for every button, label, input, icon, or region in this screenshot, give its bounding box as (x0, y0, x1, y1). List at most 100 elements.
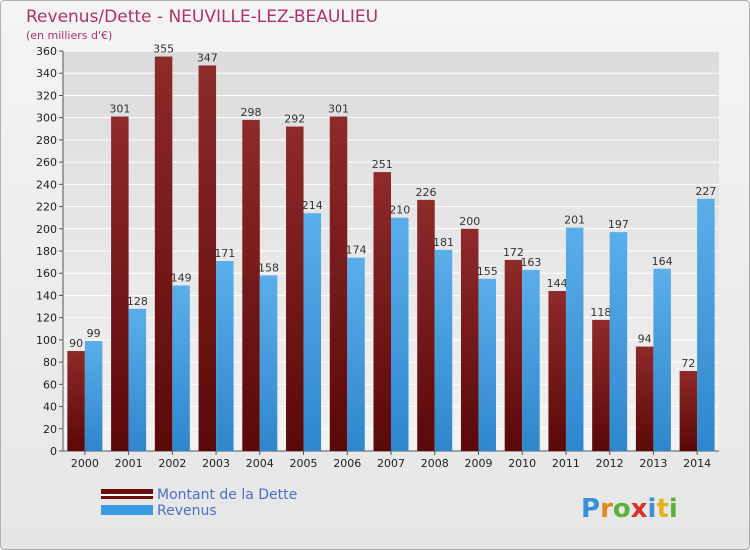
debt-bar (635, 346, 654, 451)
x-tick-label: 2009 (464, 457, 492, 470)
data-label: 226 (415, 186, 436, 199)
revenue-bar (653, 268, 671, 451)
revenue-bar (391, 217, 409, 451)
debt-bar (154, 56, 173, 452)
debt-bar (67, 351, 85, 451)
data-label: 355 (153, 43, 174, 56)
y-tick-label: 280 (36, 134, 57, 147)
y-tick-label: 20 (43, 423, 57, 436)
data-label: 149 (171, 271, 192, 284)
y-tick-label: 200 (36, 223, 57, 236)
revenue-bar (478, 278, 496, 451)
data-label: 163 (520, 256, 541, 269)
data-label: 227 (695, 185, 716, 198)
data-label: 172 (503, 246, 524, 259)
y-tick-label: 80 (43, 356, 57, 369)
x-tick-label: 2004 (246, 457, 274, 470)
data-label: 171 (214, 247, 235, 260)
y-tick-label: 100 (36, 334, 57, 347)
data-label: 181 (433, 236, 454, 249)
chart-title: Revenus/Dette - NEUVILLE-LEZ-BEAULIEU (26, 7, 378, 27)
data-label: 197 (608, 218, 629, 231)
y-tick-label: 60 (43, 378, 57, 391)
logo-letter: r (600, 494, 613, 524)
x-tick-label: 2011 (552, 457, 580, 470)
data-label: 158 (258, 261, 279, 274)
y-tick-label: 360 (36, 45, 57, 58)
debt-bar (679, 371, 698, 451)
data-label: 301 (109, 103, 130, 116)
debt-bar (242, 119, 260, 451)
revenue-bar (172, 285, 190, 451)
x-tick-label: 2012 (596, 457, 624, 470)
x-tick-label: 2014 (683, 457, 711, 470)
revenue-bar (697, 198, 715, 451)
debt-bar (417, 199, 435, 451)
y-tick-label: 220 (36, 201, 57, 214)
logo-letter: o (613, 494, 631, 524)
x-tick-label: 2007 (377, 457, 405, 470)
data-label: 251 (372, 158, 393, 171)
revenue-bar (84, 341, 103, 451)
x-tick-label: 2008 (421, 457, 449, 470)
data-label: 214 (302, 199, 323, 212)
revenue-bar (216, 261, 234, 451)
x-tick-label: 2006 (333, 457, 361, 470)
debt-bar (198, 65, 217, 451)
data-label: 94 (638, 333, 652, 346)
debt-bar (373, 172, 391, 451)
debt-bar (460, 228, 479, 451)
data-label: 292 (284, 113, 305, 126)
debt-bar (592, 319, 610, 451)
x-tick-label: 2000 (71, 457, 99, 470)
chart-subtitle: (en milliers d'€) (26, 29, 112, 42)
data-label: 301 (328, 103, 349, 116)
revenue-bar (347, 257, 365, 451)
y-tick-label: 240 (36, 178, 57, 191)
y-tick-label: 300 (36, 112, 57, 125)
data-label: 155 (477, 265, 498, 278)
logo-letter: t (656, 494, 668, 524)
x-tick-label: 2010 (508, 457, 536, 470)
logo-letter: P (581, 494, 600, 524)
y-tick-label: 40 (43, 401, 57, 414)
debt-bar (329, 116, 348, 452)
x-tick-label: 2002 (158, 457, 186, 470)
revenue-bar (609, 232, 628, 451)
legend-label-debt: Montant de la Dette (157, 487, 297, 503)
revenue-bar (522, 269, 540, 451)
data-label: 347 (197, 51, 218, 64)
legend-swatch-highlight (101, 494, 153, 496)
data-label: 128 (127, 295, 148, 308)
y-tick-label: 260 (36, 156, 57, 169)
data-label: 174 (346, 244, 367, 257)
y-tick-label: 160 (36, 267, 57, 280)
revenue-bar (259, 275, 278, 451)
debt-bar (286, 126, 304, 452)
y-tick-label: 180 (36, 245, 57, 258)
revenue-bar (128, 308, 147, 451)
x-tick-label: 2001 (115, 457, 143, 470)
logo-letter: x (631, 494, 648, 524)
x-tick-label: 2003 (202, 457, 230, 470)
x-tick-label: 2005 (290, 457, 318, 470)
data-label: 201 (564, 214, 585, 227)
data-label: 99 (87, 327, 101, 340)
revenue-bar (303, 213, 322, 451)
proxiti-logo: Proxiti (581, 494, 678, 524)
y-tick-label: 340 (36, 67, 57, 80)
data-label: 200 (459, 215, 480, 228)
logo-letter: i (648, 494, 657, 524)
data-label: 90 (69, 337, 83, 350)
y-tick-label: 320 (36, 89, 57, 102)
logo-letter: i (669, 494, 678, 524)
revenue-bar (565, 227, 584, 451)
legend-label-revenue: Revenus (157, 503, 217, 519)
x-tick-label: 2013 (639, 457, 667, 470)
data-label: 164 (652, 255, 673, 268)
y-tick-label: 120 (36, 312, 57, 325)
legend-swatch-revenue (101, 505, 153, 515)
